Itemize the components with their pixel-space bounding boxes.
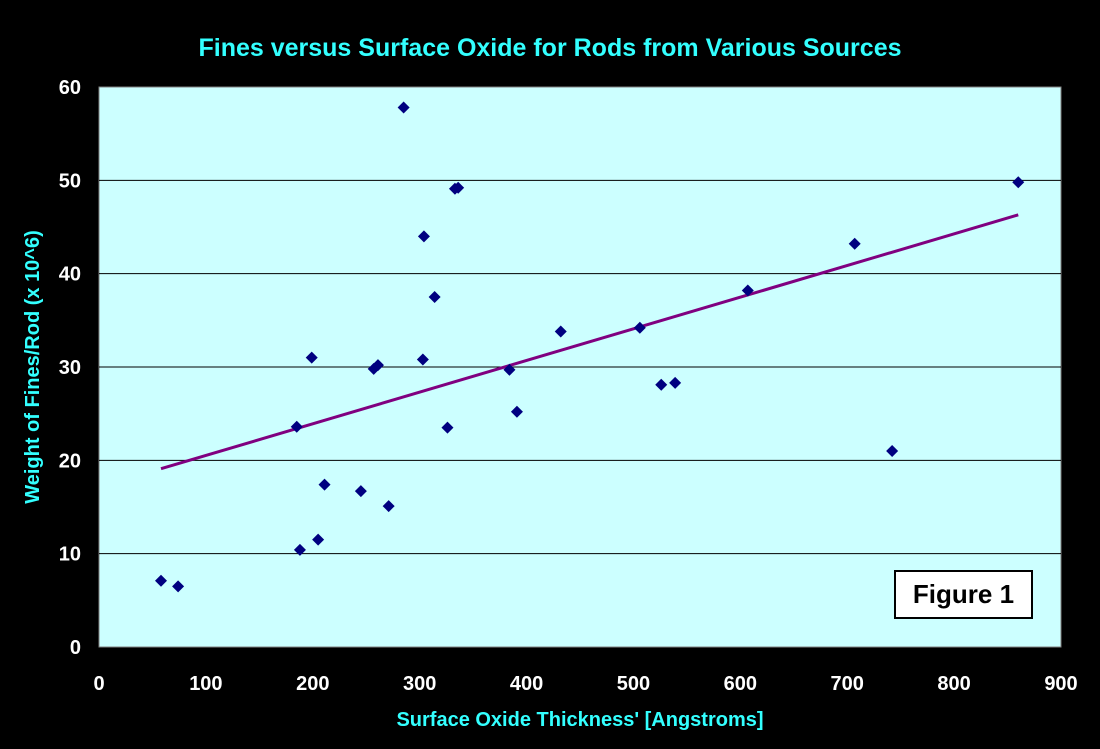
figure-label-border xyxy=(894,570,1033,619)
y-tick-label-6: 60 xyxy=(59,77,81,99)
y-axis-title: Weight of Fines/Rod (x 10^6) xyxy=(22,230,44,504)
y-tick-label-4: 40 xyxy=(59,264,81,286)
x-axis-title: Surface Oxide Thickness' [Angstroms] xyxy=(396,709,763,731)
data-point-13 xyxy=(417,230,430,243)
data-point-18 xyxy=(503,363,516,376)
data-point-19 xyxy=(510,405,523,418)
data-point-10 xyxy=(382,500,395,513)
figure-label: Figure 1 xyxy=(913,579,1014,609)
data-point-20 xyxy=(554,325,567,338)
data-point-2 xyxy=(290,420,303,433)
x-tick-label-7: 700 xyxy=(831,673,864,695)
data-point-27 xyxy=(1012,176,1025,189)
x-tick-label-4: 400 xyxy=(510,673,543,695)
data-point-25 xyxy=(848,237,861,250)
data-point-11 xyxy=(397,101,410,114)
data-point-23 xyxy=(669,376,682,389)
y-tick-label-5: 50 xyxy=(59,170,81,192)
y-tick-label-3: 30 xyxy=(59,357,81,379)
y-tick-label-2: 20 xyxy=(59,450,81,472)
x-tick-label-9: 900 xyxy=(1044,673,1077,695)
data-point-5 xyxy=(312,533,325,546)
data-points xyxy=(154,101,1025,593)
data-point-15 xyxy=(441,421,454,434)
x-tick-label-5: 500 xyxy=(617,673,650,695)
data-point-9 xyxy=(371,359,384,372)
data-point-12 xyxy=(416,353,429,366)
x-tick-label-1: 100 xyxy=(189,673,222,695)
gridlines xyxy=(99,179,1061,555)
y-tick-label-1: 10 xyxy=(59,544,81,566)
y-tick-label-0: 0 xyxy=(70,637,81,659)
data-point-1 xyxy=(172,580,185,593)
data-point-4 xyxy=(305,351,318,364)
figure-label-box: Figure 1 xyxy=(894,570,1033,619)
x-tick-label-8: 800 xyxy=(937,673,970,695)
data-point-7 xyxy=(354,485,367,498)
data-point-24 xyxy=(741,284,754,297)
data-point-6 xyxy=(318,478,331,491)
x-tick-label-6: 600 xyxy=(724,673,757,695)
x-tick-label-3: 300 xyxy=(403,673,436,695)
y-axis-ticks: 0 10 20 30 40 50 60 xyxy=(59,77,81,659)
x-tick-label-0: 0 xyxy=(93,673,104,695)
data-point-21 xyxy=(633,321,646,334)
data-point-3 xyxy=(293,543,306,556)
data-point-26 xyxy=(886,445,899,457)
trendline xyxy=(160,213,1019,471)
x-tick-label-2: 200 xyxy=(296,673,329,695)
data-point-22 xyxy=(655,378,668,391)
data-point-17 xyxy=(452,181,465,194)
data-point-0 xyxy=(154,574,167,587)
chart-title: Fines versus Surface Oxide for Rods from… xyxy=(198,34,901,62)
data-point-14 xyxy=(428,291,441,303)
x-axis-ticks: 0 100 200 300 400 500 600 700 800 900 xyxy=(93,673,1077,695)
